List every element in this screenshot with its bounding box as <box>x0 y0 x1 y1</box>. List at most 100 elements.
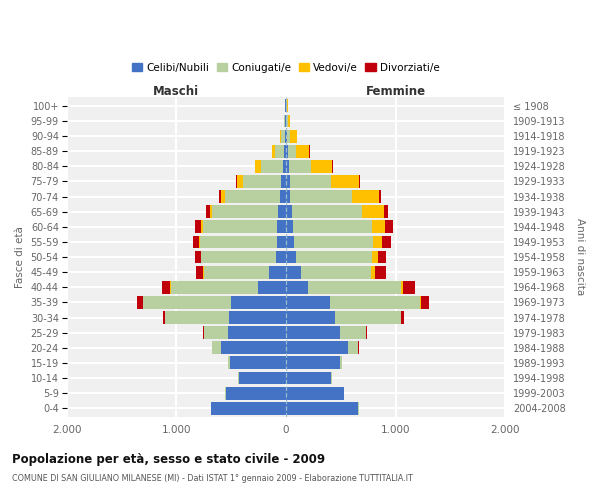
Bar <box>401 311 404 324</box>
Bar <box>286 206 292 218</box>
Bar <box>220 190 221 203</box>
Bar <box>373 250 378 264</box>
Bar <box>287 145 296 158</box>
Bar <box>290 175 331 188</box>
Bar <box>206 206 209 218</box>
Bar <box>276 250 286 264</box>
Bar <box>281 175 286 188</box>
Bar <box>401 281 403 293</box>
Bar <box>384 206 388 218</box>
Bar <box>289 160 311 173</box>
Bar <box>221 190 225 203</box>
Bar <box>239 372 286 384</box>
Bar <box>194 250 200 264</box>
Bar <box>277 220 286 233</box>
Bar <box>330 296 419 309</box>
Bar <box>212 342 221 354</box>
Bar <box>137 296 143 309</box>
Bar <box>281 130 285 142</box>
Bar <box>161 281 170 293</box>
Bar <box>278 206 286 218</box>
Bar <box>272 145 275 158</box>
Bar <box>371 266 374 278</box>
Bar <box>196 266 203 278</box>
Bar <box>366 326 367 339</box>
Bar <box>286 372 331 384</box>
Bar <box>238 372 239 384</box>
Bar <box>286 130 287 142</box>
Bar <box>379 190 381 203</box>
Y-axis label: Fasce di età: Fasce di età <box>15 226 25 288</box>
Bar <box>163 311 165 324</box>
Bar <box>284 145 286 158</box>
Bar <box>277 236 286 248</box>
Bar <box>352 190 379 203</box>
Bar <box>283 160 286 173</box>
Bar <box>372 220 385 233</box>
Bar <box>286 250 296 264</box>
Bar <box>335 311 401 324</box>
Bar <box>340 356 342 370</box>
Bar <box>286 114 287 128</box>
Y-axis label: Anni di nascita: Anni di nascita <box>575 218 585 296</box>
Bar <box>287 130 290 142</box>
Bar <box>269 266 286 278</box>
Bar <box>421 296 429 309</box>
Bar <box>362 206 384 218</box>
Bar <box>286 386 344 400</box>
Bar <box>243 175 281 188</box>
Bar <box>286 296 330 309</box>
Bar <box>280 130 281 142</box>
Text: Popolazione per età, sesso e stato civile - 2009: Popolazione per età, sesso e stato civil… <box>12 452 325 466</box>
Bar <box>260 160 283 173</box>
Bar <box>287 100 288 112</box>
Bar <box>199 236 200 248</box>
Bar <box>286 236 294 248</box>
Bar <box>290 190 352 203</box>
Bar <box>209 206 212 218</box>
Bar <box>286 402 358 414</box>
Bar <box>382 236 391 248</box>
Bar <box>374 266 386 278</box>
Bar <box>293 220 372 233</box>
Bar <box>143 296 231 309</box>
Text: COMUNE DI SAN GIULIANO MILANESE (MI) - Dati ISTAT 1° gennaio 2009 - Elaborazione: COMUNE DI SAN GIULIANO MILANESE (MI) - D… <box>12 474 413 483</box>
Bar <box>340 326 366 339</box>
Bar <box>211 402 286 414</box>
Bar <box>373 236 382 248</box>
Bar <box>294 236 373 248</box>
Bar <box>331 175 359 188</box>
Bar <box>296 250 373 264</box>
Bar <box>286 356 340 370</box>
Bar <box>231 296 286 309</box>
Bar <box>296 145 310 158</box>
Bar <box>228 326 286 339</box>
Bar <box>287 114 290 128</box>
Bar <box>171 281 259 293</box>
Bar <box>286 175 290 188</box>
Bar <box>203 220 277 233</box>
Bar <box>290 130 297 142</box>
Bar <box>225 190 280 203</box>
Bar <box>203 266 269 278</box>
Bar <box>286 220 293 233</box>
Bar <box>378 250 386 264</box>
Bar <box>200 250 202 264</box>
Bar <box>229 311 286 324</box>
Text: Maschi: Maschi <box>153 86 199 98</box>
Bar <box>286 342 349 354</box>
Bar <box>286 281 308 293</box>
Bar <box>419 296 421 309</box>
Bar <box>230 356 286 370</box>
Bar <box>286 266 301 278</box>
Bar <box>301 266 371 278</box>
Bar <box>285 130 286 142</box>
Bar <box>221 342 286 354</box>
Bar <box>286 145 287 158</box>
Bar <box>385 220 393 233</box>
Bar <box>200 236 277 248</box>
Bar <box>286 311 335 324</box>
Bar <box>349 342 358 354</box>
Bar <box>284 114 286 128</box>
Text: Femmine: Femmine <box>365 86 425 98</box>
